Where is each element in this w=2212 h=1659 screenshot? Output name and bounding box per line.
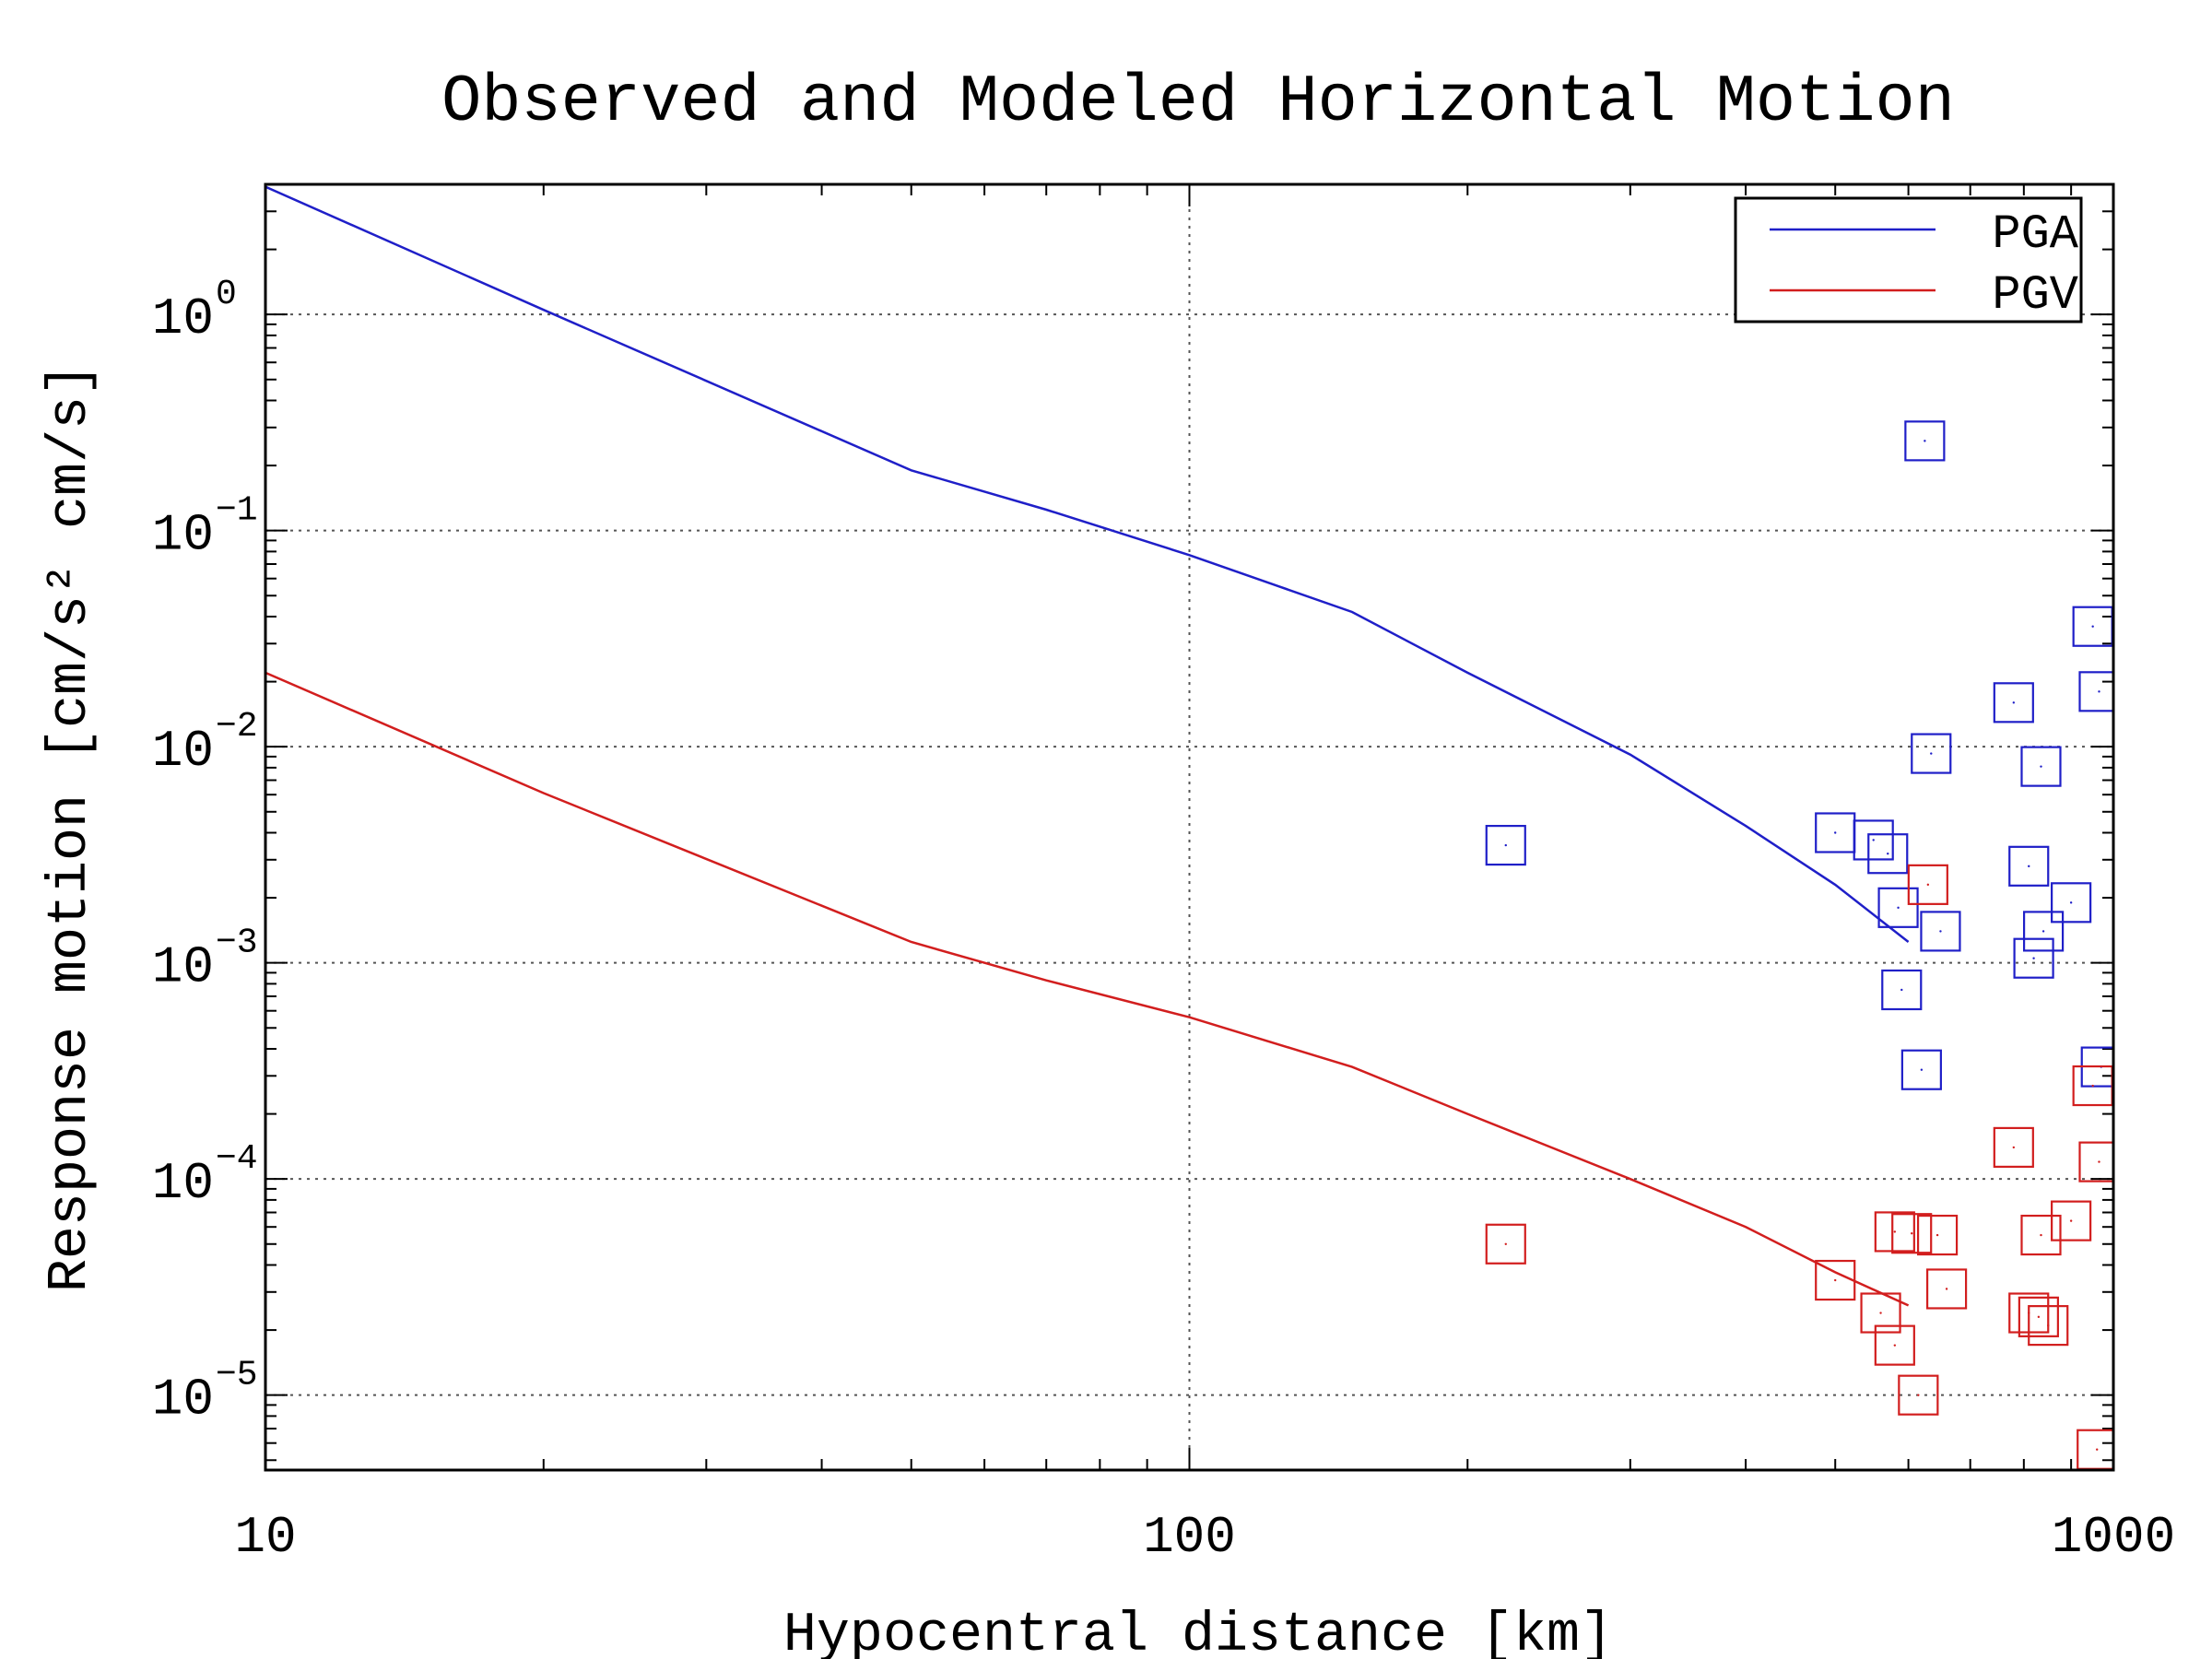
observation-dot-pga (1924, 440, 1926, 442)
y-tick-label: 10 (152, 938, 214, 997)
x-tick-label: 100 (1143, 1508, 1236, 1567)
observation-marker-pgv (1860, 1292, 1901, 1334)
y-tick-exponent: −1 (216, 491, 258, 531)
observation-dot-pgv (2096, 1448, 2099, 1451)
observation-marker-pgv (2051, 1200, 2092, 1241)
observation-marker-pgv (1874, 1324, 1915, 1366)
observation-dot-pga (2091, 625, 2094, 628)
y-tick-label: 10 (152, 1371, 214, 1430)
observation-dot-pgv (2012, 1146, 2016, 1149)
observation-dot-pga (2069, 901, 2073, 904)
observation-dot-pgv (1504, 1242, 1507, 1245)
observation-dot-pgv (1945, 1288, 1948, 1290)
observation-marker-pgv (1916, 1214, 1959, 1256)
y-tick-label: 10 (152, 506, 214, 565)
observation-marker-pga (2013, 937, 2054, 979)
x-tick-label: 1000 (2052, 1508, 2175, 1567)
model-line-pgv (265, 671, 1910, 1307)
observation-marker-pgv (1874, 1211, 1915, 1253)
observation-marker-pgv (1891, 1213, 1933, 1254)
observation-marker-pga (1993, 682, 2034, 724)
observation-marker-pgv (1485, 1223, 1526, 1265)
observation-dot-pgv (2037, 1315, 2041, 1319)
observation-marker-pga (1881, 969, 1923, 1011)
observation-marker-pgv (2020, 1214, 2062, 1256)
observation-marker-pgv (2018, 1296, 2059, 1337)
observation-dot-pga (1887, 853, 1889, 855)
observation-dot-pga (2040, 765, 2042, 768)
observation-marker-pgv (1815, 1259, 1856, 1301)
observation-marker-pga (1900, 1049, 1942, 1090)
observation-marker-pga (1867, 833, 1909, 875)
x-tick-label: 10 (234, 1508, 296, 1567)
observation-marker-pga (1877, 887, 1919, 928)
observation-dot-pga (2032, 957, 2035, 959)
observation-dot-pgv (2069, 1219, 2073, 1222)
observation-dot-pga (1504, 843, 1507, 847)
y-tick-label: 10 (152, 1154, 214, 1213)
observation-dot-pga (2098, 690, 2100, 693)
observation-marker-pgv (2078, 1141, 2113, 1182)
legend-label-pgv: PGV (1992, 268, 2078, 323)
y-tick-exponent: −4 (216, 1139, 258, 1179)
observation-marker-pga (2051, 882, 2092, 924)
plot-frame (264, 182, 2115, 1472)
observation-dot-pga (2028, 865, 2030, 868)
observation-marker-pga (2020, 746, 2062, 787)
legend: PGA PGV (1734, 196, 2083, 324)
observation-dot-pga (1920, 1068, 1924, 1071)
observation-dot-pga (2012, 701, 2016, 704)
y-tick-exponent: 0 (216, 275, 237, 314)
legend-box (1734, 196, 2083, 324)
x-axis-label: Hypocentral distance [km] (783, 1605, 1613, 1659)
observation-dot-pgv (1917, 1394, 1920, 1396)
observation-marker-pga (2022, 911, 2065, 952)
observation-dot-pga (1897, 906, 1900, 910)
observation-dot-pga (1930, 752, 1933, 755)
y-tick-exponent: −5 (216, 1356, 258, 1395)
observation-dot-pgv (2098, 1160, 2100, 1163)
observation-marker-pga (1904, 420, 1946, 462)
observation-marker-pgv (1993, 1126, 2034, 1169)
observation-marker-pga (2078, 671, 2113, 712)
y-axis-label: Response motion [cm/s² cm/s] (40, 363, 102, 1292)
observation-dot-pgv (1893, 1230, 1897, 1233)
y-tick-label: 10 (152, 289, 214, 348)
observation-marker-pga (1853, 819, 1894, 861)
observation-dot-pgv (1834, 1278, 1837, 1282)
observation-dot-pga (2041, 930, 2045, 933)
observation-dot-pgv (1926, 883, 1930, 887)
observation-marker-pga (1485, 824, 1526, 866)
observation-marker-pgv (1898, 1374, 1939, 1416)
y-tick-exponent: −3 (216, 924, 258, 963)
observation-marker-pgv (1907, 864, 1948, 905)
observation-dot-pgv (1893, 1344, 1897, 1347)
observation-dot-pgv (2047, 1324, 2050, 1327)
model-line-pga (265, 185, 1910, 943)
observation-marker-pgv (2028, 1305, 2069, 1347)
observation-dot-pga (1939, 930, 1942, 933)
observation-dot-pgv (2040, 1233, 2042, 1237)
observation-dot-pgv (1936, 1233, 1939, 1237)
observation-marker-pga (1911, 733, 1952, 774)
observation-dot-pga (1872, 839, 1875, 841)
observation-marker-pga (2008, 845, 2050, 887)
y-tick-exponent: −2 (216, 707, 258, 747)
observation-marker-pgv (1925, 1268, 1968, 1310)
y-tick-label: 10 (152, 722, 214, 781)
observation-dot-pgv (2091, 1084, 2094, 1088)
observation-marker-pga (1920, 911, 1961, 952)
observation-dot-pgv (1911, 1232, 1913, 1235)
observation-dot-pga (1900, 988, 1903, 992)
legend-label-pga: PGA (1992, 207, 2078, 262)
observation-dot-pga (1834, 831, 1837, 834)
observation-dot-pgv (1879, 1312, 1882, 1314)
chart-title: Observed and Modeled Horizontal Motion (441, 65, 1955, 140)
